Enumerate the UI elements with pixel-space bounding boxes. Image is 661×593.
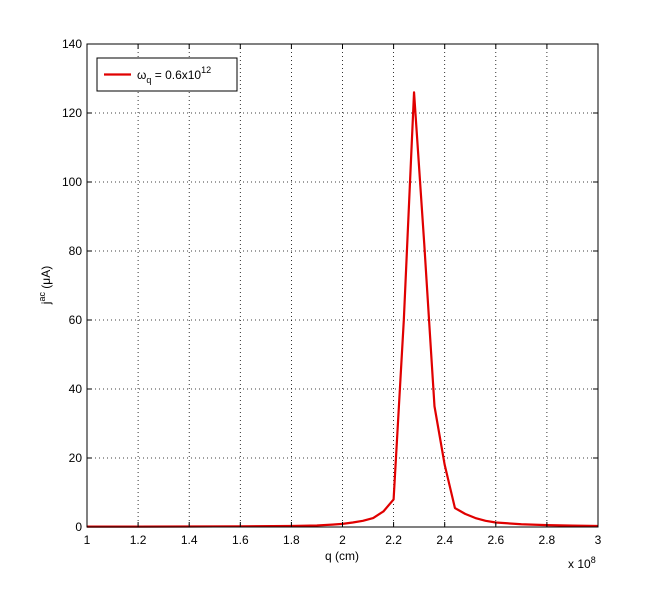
x-tick-label: 1.4 bbox=[181, 533, 198, 547]
y-tick-label: 40 bbox=[69, 382, 83, 396]
x-tick-label: 2.4 bbox=[436, 533, 453, 547]
x-tick-label: 2 bbox=[339, 533, 346, 547]
y-tick-label: 120 bbox=[62, 106, 82, 120]
legend-value: = 0.6x10 bbox=[151, 68, 201, 82]
series-layer bbox=[87, 91, 599, 528]
y-tick-label: 80 bbox=[69, 244, 83, 258]
x-tick-label: 1.8 bbox=[283, 533, 300, 547]
y-tick-labels: 0 20 40 60 80 100 120 140 bbox=[62, 37, 82, 534]
tick-marks bbox=[86, 43, 599, 528]
x-multiplier-prefix: x 10 bbox=[568, 557, 591, 571]
x-tick-label: 1 bbox=[84, 533, 91, 547]
x-axis-label: q (cm) bbox=[325, 549, 359, 563]
x-tick-label: 2.6 bbox=[487, 533, 504, 547]
y-tick-label: 0 bbox=[75, 520, 82, 534]
y-label-base: j bbox=[39, 302, 53, 306]
y-tick-label: 140 bbox=[62, 37, 82, 51]
x-tick-label: 2.8 bbox=[539, 533, 556, 547]
series-line bbox=[87, 91, 599, 528]
legend-entry-label: ωq = 0.6x1012 bbox=[137, 65, 211, 85]
y-axis-label: jac (μA) bbox=[37, 266, 53, 305]
legend-exponent: 12 bbox=[201, 65, 211, 75]
legend: ωq = 0.6x1012 bbox=[96, 57, 238, 92]
x-axis-multiplier: x 108 bbox=[568, 555, 596, 571]
x-tick-label: 1.2 bbox=[130, 533, 147, 547]
x-tick-label: 2.2 bbox=[385, 533, 402, 547]
legend-box bbox=[96, 57, 238, 92]
legend-omega: ω bbox=[137, 68, 146, 82]
y-label-superscript: ac bbox=[37, 292, 47, 302]
y-tick-label: 60 bbox=[69, 313, 83, 327]
y-label-unit: (μA) bbox=[39, 266, 53, 292]
x-tick-label: 3 bbox=[595, 533, 602, 547]
x-tick-label: 1.6 bbox=[232, 533, 249, 547]
x-multiplier-exponent: 8 bbox=[591, 555, 596, 565]
grid-lines bbox=[87, 44, 598, 527]
y-tick-label: 100 bbox=[62, 175, 82, 189]
x-tick-labels: 1 1.2 1.4 1.6 1.8 2 2.2 2.4 2.6 2.8 3 bbox=[84, 533, 602, 547]
y-tick-label: 20 bbox=[69, 451, 83, 465]
legend-subscript: q bbox=[146, 75, 151, 85]
